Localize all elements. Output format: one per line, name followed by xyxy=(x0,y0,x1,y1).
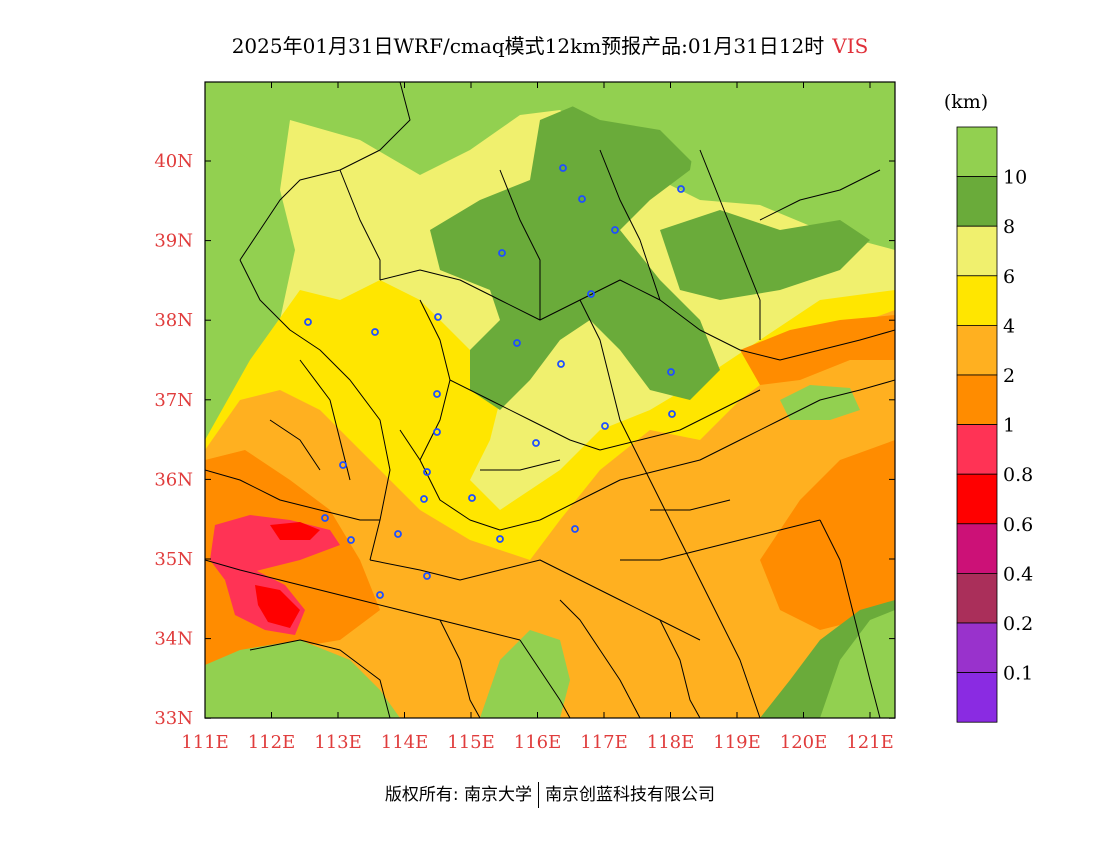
visibility-field xyxy=(205,82,895,718)
colorbar-label: 4 xyxy=(1003,315,1015,337)
colorbar-swatch xyxy=(956,622,998,673)
colorbar-swatch xyxy=(956,523,998,574)
city-marker xyxy=(587,290,595,298)
city-marker xyxy=(667,368,675,376)
lon-tick-label: 117E xyxy=(580,732,628,753)
admin-boundaries xyxy=(205,82,895,718)
city-marker xyxy=(376,591,384,599)
colorbar: 10 8 6 4 2 1 0.8 0.6 0.4 0.2 0.1 xyxy=(956,126,1033,723)
city-marker xyxy=(434,313,442,321)
colorbar-swatch xyxy=(956,176,998,227)
colorbar-swatch xyxy=(956,672,998,723)
vis-8-10-region-north xyxy=(430,90,720,410)
vis-1-2-region-northeast xyxy=(740,315,895,385)
city-marker xyxy=(496,535,504,543)
vis-over-10-region-west xyxy=(205,130,270,400)
colorbar-label: 10 xyxy=(1003,167,1027,189)
city-marker xyxy=(339,461,347,469)
footer: 版权所有: 南京大学 南京创蓝科技有限公司 xyxy=(0,780,1100,808)
lon-tick-label: 115E xyxy=(447,732,495,753)
latitude-axis: 40N 39N 38N 37N 36N 35N 34N 33N xyxy=(154,151,895,729)
company-text: 南京创蓝科技有限公司 xyxy=(545,785,716,805)
colorbar-label: 0.4 xyxy=(1003,563,1033,585)
colorbar-swatch xyxy=(956,126,998,177)
colorbar-label: 2 xyxy=(1003,365,1015,387)
colorbar-label: 8 xyxy=(1003,216,1015,238)
colorbar-label: 0.6 xyxy=(1003,514,1033,536)
lat-tick-label: 37N xyxy=(154,390,193,411)
city-marker xyxy=(433,428,441,436)
colorbar-label: 0.1 xyxy=(1003,663,1033,685)
lat-tick-label: 38N xyxy=(154,310,193,331)
lat-tick-label: 40N xyxy=(154,151,193,172)
longitude-axis: 111E 112E 113E 114E 115E 116E 117E 118E 119E 120E… xyxy=(181,82,894,753)
footer-separator xyxy=(538,782,540,808)
colorbar-swatch xyxy=(956,225,998,277)
lon-tick-label: 120E xyxy=(780,732,828,753)
city-marker xyxy=(513,339,521,347)
colorbar-swatch xyxy=(956,424,998,475)
city-marker xyxy=(420,495,428,503)
lat-tick-label: 39N xyxy=(154,231,193,252)
vis-over-10-region-south xyxy=(205,640,400,718)
vis-over-10-region-east xyxy=(820,610,895,718)
lat-tick-label: 34N xyxy=(154,629,193,650)
city-marker xyxy=(423,572,431,580)
lon-tick-label: 119E xyxy=(713,732,761,753)
city-marker xyxy=(423,468,431,476)
variable-label: VIS xyxy=(832,34,869,58)
city-marker xyxy=(433,390,441,398)
city-marker xyxy=(578,195,586,203)
lat-tick-label: 33N xyxy=(154,708,193,729)
city-markers xyxy=(304,164,685,599)
vis-8-10-region-northeast xyxy=(660,210,870,300)
colorbar-swatch xyxy=(956,573,998,624)
city-marker xyxy=(559,164,567,172)
colorbar-swatch xyxy=(956,324,998,376)
lon-tick-label: 112E xyxy=(248,732,296,753)
city-marker xyxy=(611,226,619,234)
lon-tick-label: 116E xyxy=(514,732,562,753)
city-marker xyxy=(394,530,402,538)
city-marker xyxy=(347,536,355,544)
vis-over-10-region-south-central xyxy=(480,630,570,718)
lon-tick-label: 113E xyxy=(314,732,362,753)
city-marker xyxy=(304,318,312,326)
city-marker xyxy=(532,439,540,447)
colorbar-unit: (km) xyxy=(944,91,988,113)
lon-tick-label: 114E xyxy=(381,732,429,753)
vis-0.6-0.8-region xyxy=(270,522,320,540)
title-text: 2025年01月31日WRF/cmaq模式12km预报产品:01月31日12时 xyxy=(231,34,825,58)
vis-over-10-region-shandong xyxy=(780,385,860,420)
lat-tick-label: 35N xyxy=(154,549,193,570)
lon-tick-label: 121E xyxy=(846,732,894,753)
colorbar-label: 6 xyxy=(1003,266,1015,288)
city-marker xyxy=(571,525,579,533)
colorbar-swatch xyxy=(956,275,998,326)
city-marker xyxy=(498,249,506,257)
colorbar-label: 1 xyxy=(1003,415,1015,437)
colorbar-label: 0.8 xyxy=(1003,464,1033,486)
city-marker xyxy=(677,185,685,193)
lon-tick-label: 118E xyxy=(647,732,695,753)
city-marker xyxy=(601,422,609,430)
city-marker xyxy=(668,410,676,418)
lon-tick-label: 111E xyxy=(181,732,229,753)
city-marker xyxy=(321,514,329,522)
copyright-text: 版权所有: 南京大学 xyxy=(384,785,533,805)
vis-0.6-0.8-region-south xyxy=(255,585,300,628)
colorbar-label: 0.2 xyxy=(1003,613,1033,635)
city-marker xyxy=(468,494,476,502)
vis-2-4-region xyxy=(205,310,895,718)
city-marker xyxy=(557,360,565,368)
colorbar-swatch xyxy=(956,473,998,525)
lat-tick-label: 36N xyxy=(154,469,193,490)
colorbar-swatch xyxy=(956,374,998,425)
vis-over-10-region-northwest xyxy=(205,82,895,230)
map-title: 2025年01月31日WRF/cmaq模式12km预报产品:01月31日12时 V… xyxy=(0,30,1100,59)
city-marker xyxy=(371,328,379,336)
